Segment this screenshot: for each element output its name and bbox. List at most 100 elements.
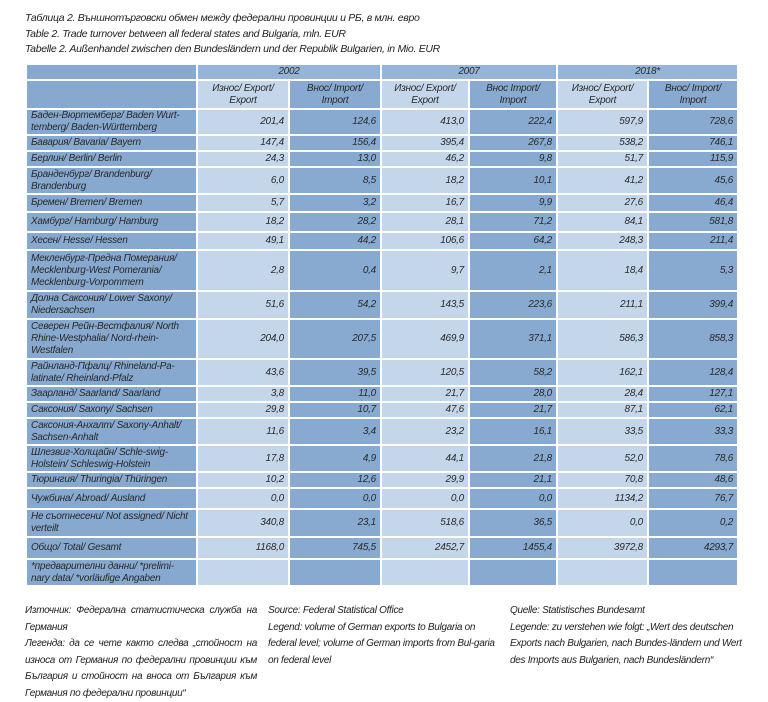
import-value: 267,8 <box>468 134 558 152</box>
export-value: 29,8 <box>196 401 290 419</box>
subheader-export: Износ/ Export/ Export <box>556 79 649 110</box>
import-value: 9,8 <box>468 150 558 168</box>
export-value: 27,6 <box>556 193 649 213</box>
import-value: 745,5 <box>288 536 382 560</box>
row-label: Бранденбург/ Brandenburg/ Brandenburg <box>25 166 198 195</box>
import-value: 33,3 <box>646 417 740 446</box>
import-value: 8,5 <box>288 166 382 195</box>
export-value: 0,0 <box>196 487 290 510</box>
export-value: 21,7 <box>380 385 470 403</box>
notes-bg: Източник: Федерална статистическа служба… <box>25 603 257 702</box>
table-row: Бранденбург/ Brandenburg/ Brandenburg 6,0… <box>25 166 740 195</box>
export-value: 6,0 <box>196 166 290 195</box>
export-value: 340,8 <box>196 508 290 538</box>
row-label: Общо/ Total/ Gesamt <box>25 536 198 560</box>
import-value: 3,4 <box>288 417 382 446</box>
subheader-import: Внос/ Import/ Import <box>646 79 740 110</box>
table-row: Баден-Вюртемберг/ Baden Wurt-temberg/ Ba… <box>25 108 740 136</box>
export-value: 49,1 <box>196 231 290 251</box>
subheader-export: Износ/ Export/ Export <box>380 79 470 110</box>
year-header-row: 2002 2007 2018* <box>25 63 740 81</box>
export-value: 51,7 <box>556 150 649 168</box>
export-value: 18,2 <box>196 211 290 233</box>
row-label: Хесен/ Hesse/ Hessen <box>25 231 198 251</box>
export-value: 11,6 <box>196 417 290 446</box>
import-value: 371,1 <box>468 318 558 360</box>
source-de: Quelle: Statistisches Bundesamt <box>510 605 645 616</box>
export-value: 248,3 <box>556 231 649 251</box>
export-value: 211,1 <box>556 290 649 320</box>
export-value <box>380 558 470 587</box>
caption-de: Tabelle 2. Außenhandel zwischen den Bund… <box>25 43 440 55</box>
export-value: 2,8 <box>196 249 290 292</box>
import-value: 78,6 <box>646 444 740 473</box>
row-label: Мекленбург-Предна Померания/ Mecklenburg… <box>25 249 198 292</box>
row-label: Берлин/ Berlin/ Berlin <box>25 150 198 168</box>
import-value: 127,1 <box>646 385 740 403</box>
row-label: Баден-Вюртемберг/ Baden Wurt-temberg/ Ba… <box>25 108 198 136</box>
table-row: Бавария/ Bavaria/ Bayern 147,4 156,4 395,4 2… <box>25 134 740 152</box>
import-value: 728,6 <box>646 108 740 136</box>
import-value: 399,4 <box>646 290 740 320</box>
corner-cell <box>25 79 198 110</box>
export-value: 586,3 <box>556 318 649 360</box>
export-value: 9,7 <box>380 249 470 292</box>
import-value: 36,5 <box>468 508 558 538</box>
row-label: Чужбина/ Abroad/ Ausland <box>25 487 198 510</box>
year-2002: 2002 <box>196 63 382 81</box>
export-value: 162,1 <box>556 358 649 387</box>
export-value: 84,1 <box>556 211 649 233</box>
export-value: 41,2 <box>556 166 649 195</box>
export-value: 106,6 <box>380 231 470 251</box>
import-value: 0,2 <box>646 508 740 538</box>
export-value: 29,9 <box>380 471 470 489</box>
row-label: Саксония/ Saxony/ Sachsen <box>25 401 198 419</box>
import-value: 21,8 <box>468 444 558 473</box>
export-value: 43,6 <box>196 358 290 387</box>
import-value: 21,1 <box>468 471 558 489</box>
export-value <box>556 558 649 587</box>
table-row: Саксония/ Saxony/ Sachsen 29,8 10,7 47,6 21,… <box>25 401 740 419</box>
table-row: Северен Рейн-Вестфалия/ North Rhine-West… <box>25 318 740 360</box>
import-value: 10,7 <box>288 401 382 419</box>
import-value: 76,7 <box>646 487 740 510</box>
row-label: Не съотнесени/ Not assigned/ Nicht verte… <box>25 508 198 538</box>
export-value: 44,1 <box>380 444 470 473</box>
table-row: Долна Саксония/ Lower Saxony/ Niedersach… <box>25 290 740 320</box>
export-value: 24,3 <box>196 150 290 168</box>
import-value: 21,7 <box>468 401 558 419</box>
import-value: 3,2 <box>288 193 382 213</box>
import-value: 10,1 <box>468 166 558 195</box>
import-value: 39,5 <box>288 358 382 387</box>
year-2007: 2007 <box>380 63 558 81</box>
source-en: Source: Federal Statistical Office <box>268 605 404 616</box>
table-row: *предварителни данни/ *prelimi-nary data… <box>25 558 740 587</box>
export-value: 51,6 <box>196 290 290 320</box>
export-value: 3972,8 <box>556 536 649 560</box>
import-value: 207,5 <box>288 318 382 360</box>
export-value: 10,2 <box>196 471 290 489</box>
export-value: 143,5 <box>380 290 470 320</box>
import-value: 48,6 <box>646 471 740 489</box>
import-value: 58,2 <box>468 358 558 387</box>
export-value: 28,4 <box>556 385 649 403</box>
row-label: Шлезвиг-Холщайн/ Schle-swig-Holstein/ Sc… <box>25 444 198 473</box>
import-value: 9,9 <box>468 193 558 213</box>
import-value: 4,9 <box>288 444 382 473</box>
export-value: 2452,7 <box>380 536 470 560</box>
legend-en: Legend: volume of German exports to Bulg… <box>268 621 495 666</box>
trade-table: 2002 2007 2018* Износ/ Export/ Export Вн… <box>25 63 740 587</box>
export-value: 16,7 <box>380 193 470 213</box>
import-value <box>288 558 382 587</box>
export-value: 87,1 <box>556 401 649 419</box>
corner-cell <box>25 63 198 81</box>
import-value <box>468 558 558 587</box>
import-value: 0,4 <box>288 249 382 292</box>
table-row: Хесен/ Hesse/ Hessen 49,1 44,2 106,6 64,2 248… <box>25 231 740 251</box>
import-value: 115,9 <box>646 150 740 168</box>
export-value: 18,4 <box>556 249 649 292</box>
export-value: 518,6 <box>380 508 470 538</box>
subheader-import: Внос/ Import/ Import <box>288 79 382 110</box>
export-value: 5,7 <box>196 193 290 213</box>
import-value: 746,1 <box>646 134 740 152</box>
